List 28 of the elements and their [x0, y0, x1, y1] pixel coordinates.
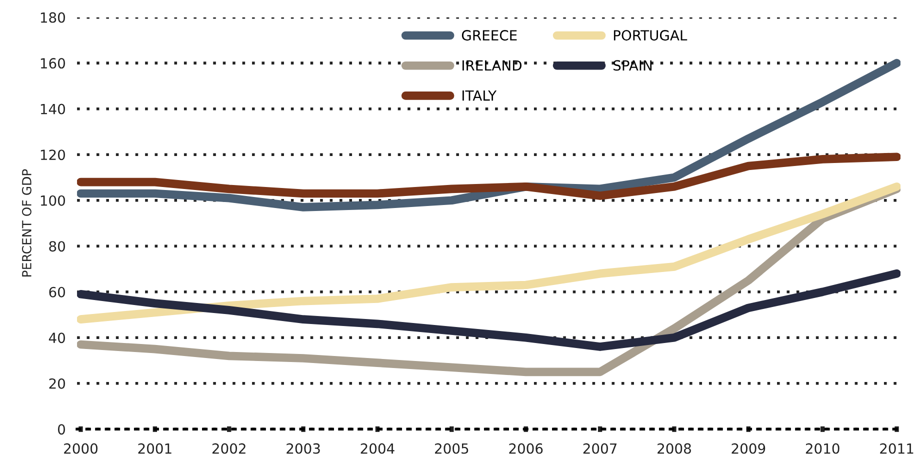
y-tick-label: 40 [48, 332, 65, 344]
x-tick-label: 2006 [509, 443, 543, 454]
x-tick-label: 2004 [360, 443, 394, 454]
legend-label: ITALY [462, 90, 497, 101]
y-tick-label: 140 [40, 104, 65, 114]
legend-label: GREECE [462, 30, 517, 41]
y-tick-label: 80 [49, 241, 65, 252]
x-tick-label: 2011 [880, 443, 914, 454]
y-tick-label: 160 [40, 58, 65, 69]
y-tick-label: 180 [40, 12, 65, 23]
x-tick-label: 2000 [64, 443, 98, 454]
y-tick-label: 60 [49, 286, 65, 298]
x-tick-label: 2002 [212, 443, 246, 454]
x-tick-label: 2008 [658, 443, 691, 454]
x-tick-label: 2010 [806, 443, 840, 454]
y-tick-label: 100 [40, 195, 65, 206]
y-tick-label: 120 [40, 150, 65, 160]
x-tick-label: 2009 [732, 443, 766, 454]
x-tick-label: 2003 [286, 443, 320, 454]
legend-label: SPAIN [614, 60, 652, 71]
x-tick-label: 2005 [435, 443, 468, 454]
legend-label: PORTUGAL [614, 30, 688, 41]
x-tick-label: 2001 [138, 443, 172, 454]
x-tick-label: 2007 [583, 443, 617, 454]
y-axis-title: PERCENT OF GDP [22, 169, 32, 276]
legend-label: IRELAND [462, 60, 522, 70]
y-tick-label: 20 [49, 378, 65, 389]
y-tick-label: 0 [58, 424, 65, 435]
